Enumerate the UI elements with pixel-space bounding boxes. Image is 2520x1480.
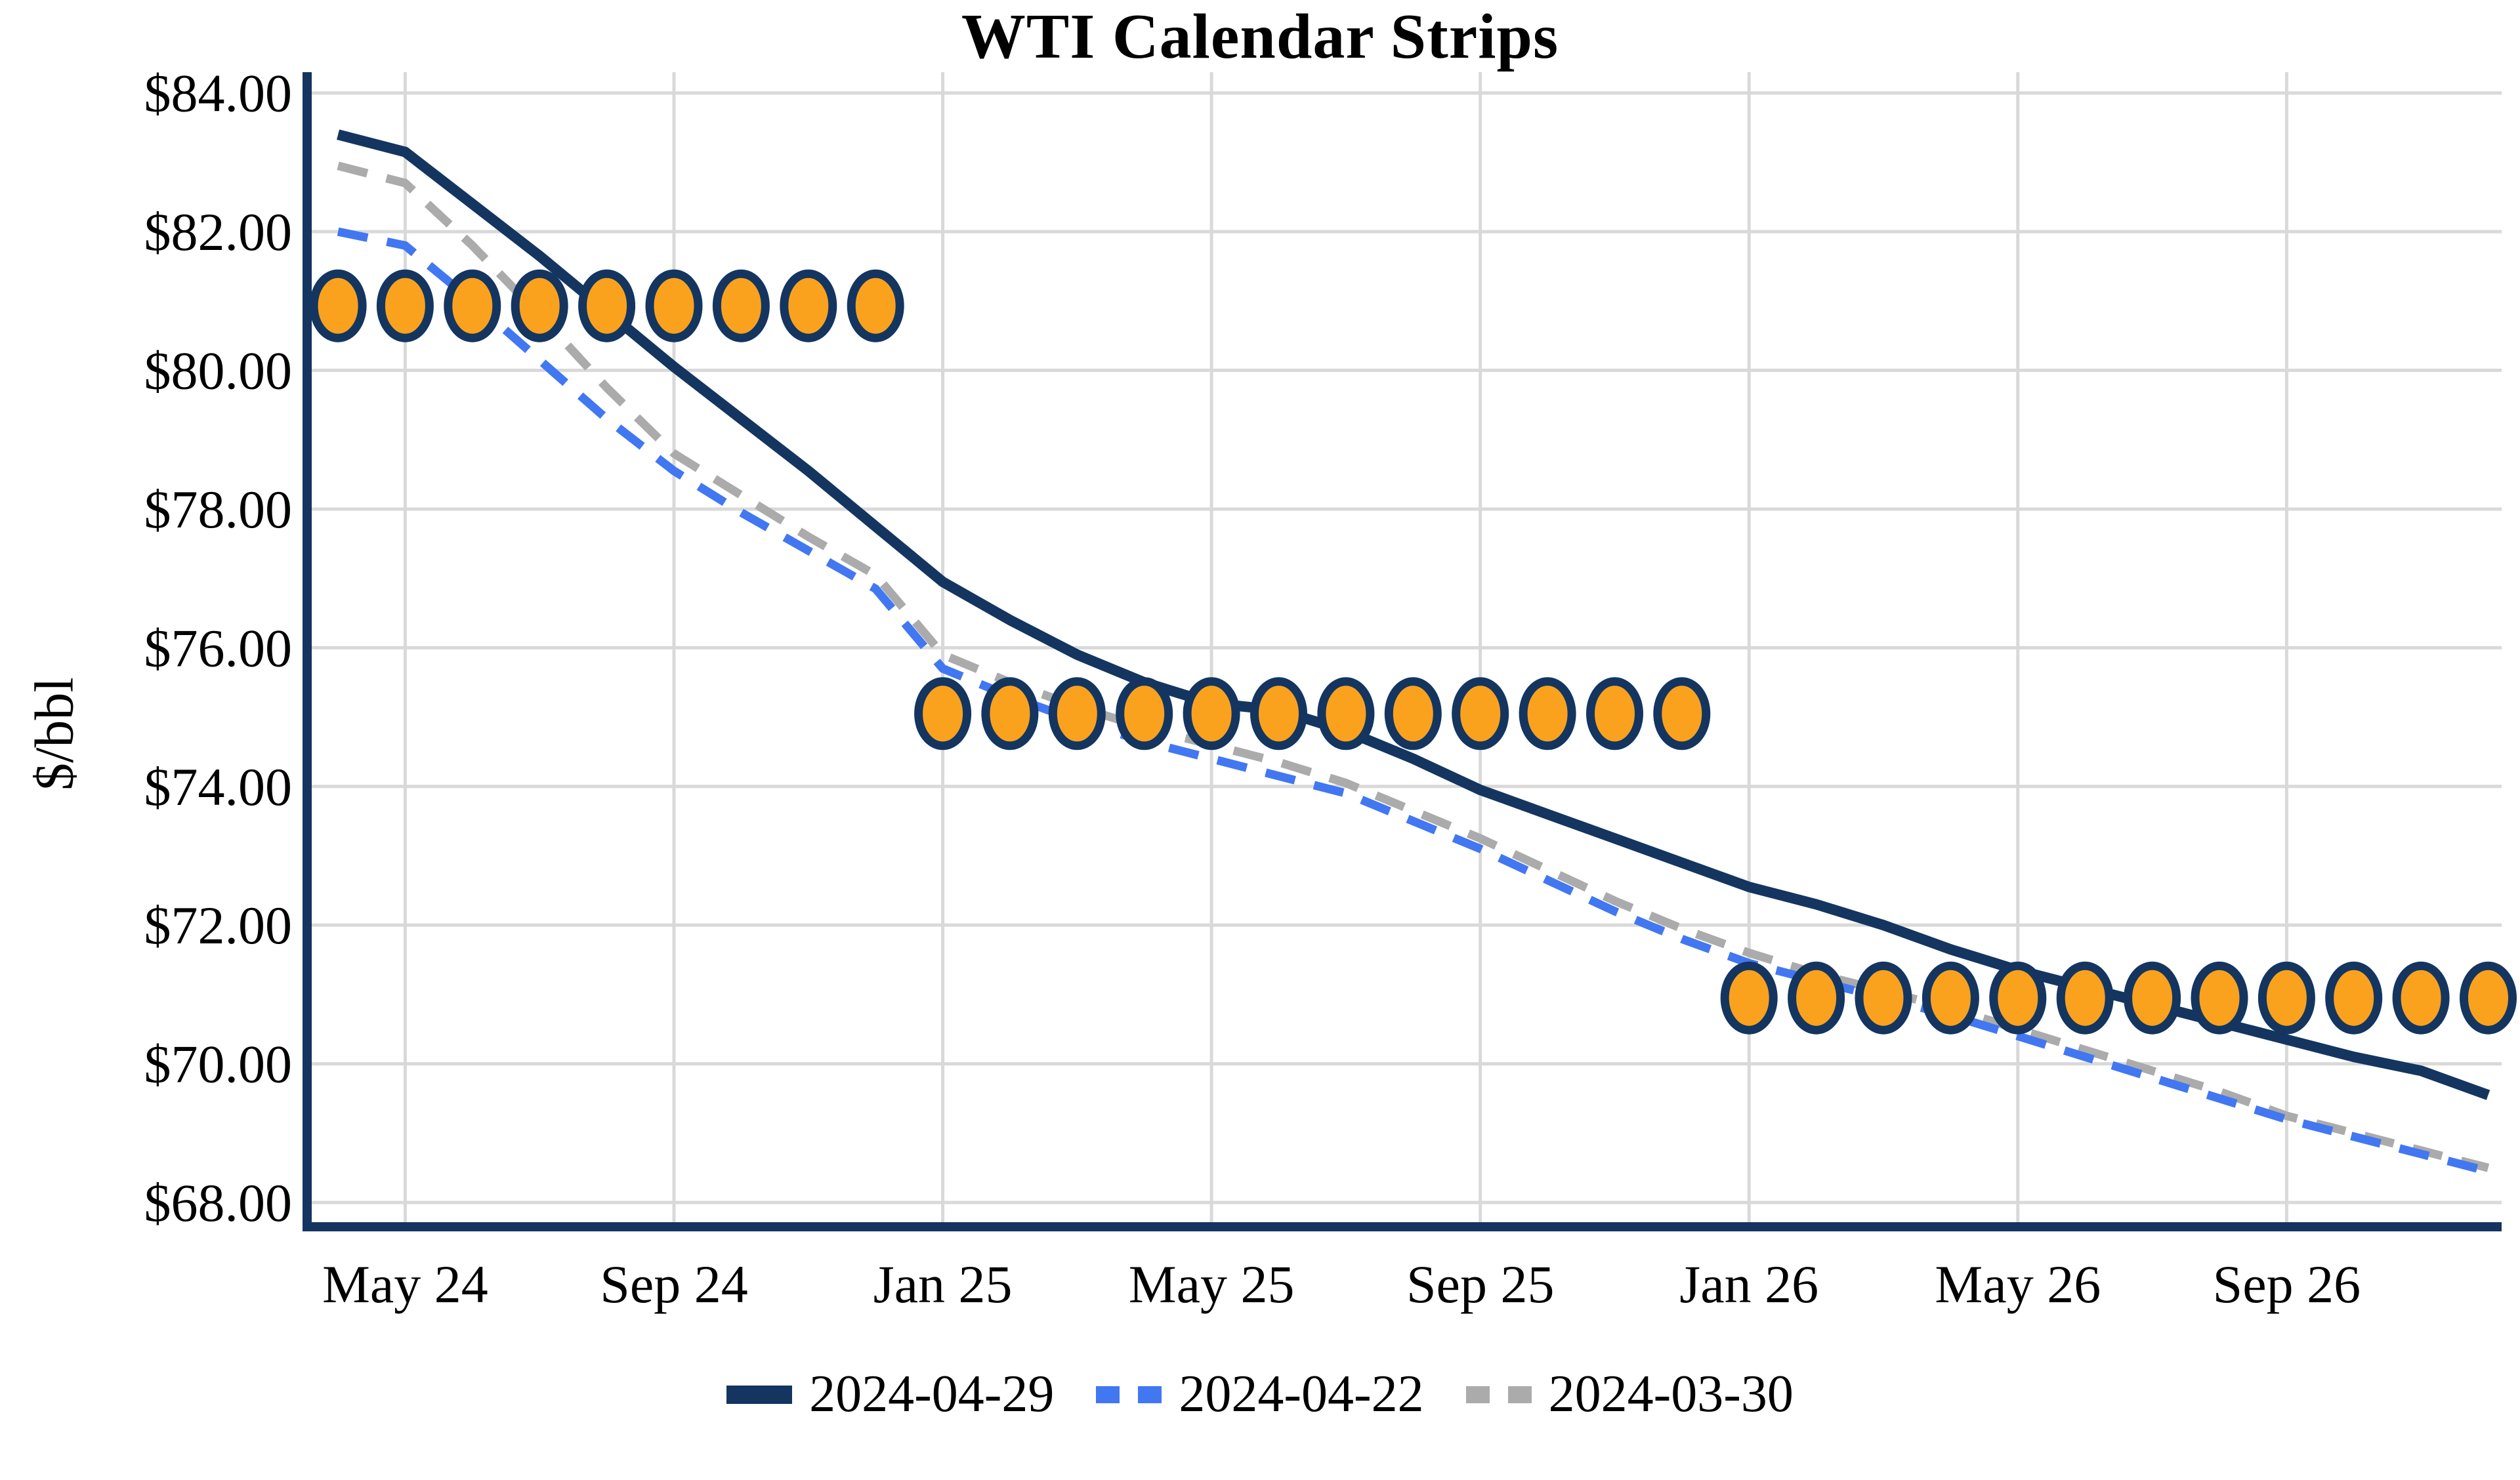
legend-label: 2024-04-29 [809, 1365, 1055, 1423]
strip-marker [645, 269, 703, 342]
chart-title: WTI Calendar Strips [961, 1, 1559, 72]
legend-label: 2024-03-30 [1548, 1365, 1794, 1423]
y-tick-label: $70.00 [144, 1035, 293, 1094]
strip-marker [2258, 961, 2315, 1035]
y-tick-label: $68.00 [144, 1173, 293, 1233]
strip-marker [2056, 961, 2114, 1035]
strip-marker [914, 677, 972, 750]
strip-marker [1384, 677, 1442, 750]
strip-marker [2325, 961, 2383, 1035]
strip-marker [2460, 961, 2517, 1035]
strip-marker [376, 269, 434, 342]
strip-marker [1788, 961, 1845, 1035]
strip-marker [847, 269, 904, 342]
strip-marker [578, 269, 636, 342]
x-tick-label: Jan 25 [873, 1254, 1013, 1314]
strip-marker [1855, 961, 1912, 1035]
legend-swatch-dashed [1096, 1386, 1162, 1403]
y-tick-label: $78.00 [144, 480, 293, 539]
strip-marker [780, 269, 837, 342]
legend-item-2024-03-30: 2024-03-30 [1465, 1365, 1794, 1424]
y-tick-label: $84.00 [144, 64, 293, 123]
strip-marker [1653, 677, 1711, 750]
strip-marker [1116, 677, 1173, 750]
legend-swatch-solid [726, 1385, 793, 1404]
y-tick-label: $80.00 [144, 341, 293, 401]
series-line-2024-03-30 [337, 161, 2490, 1172]
strip-marker [2392, 961, 2450, 1035]
strip-marker [1452, 677, 1509, 750]
legend-item-2024-04-22: 2024-04-22 [1096, 1365, 1424, 1424]
x-tick-label: May 26 [1935, 1254, 2101, 1314]
strip-marker [712, 269, 770, 342]
y-tick-label: $76.00 [144, 618, 293, 678]
strip-marker [511, 269, 568, 342]
strip-marker [1183, 677, 1240, 750]
strip-marker [2191, 961, 2248, 1035]
legend: 2024-04-29 2024-04-22 2024-03-30 [0, 1365, 2520, 1424]
y-tick-label: $72.00 [144, 895, 293, 955]
strip-marker [1519, 677, 1576, 750]
strip-marker [1922, 961, 1979, 1035]
strip-marker [1048, 677, 1106, 750]
strip-marker [1989, 961, 2047, 1035]
legend-item-2024-04-29: 2024-04-29 [726, 1365, 1054, 1424]
strip-marker [2124, 961, 2181, 1035]
strip-marker [309, 269, 367, 342]
y-tick-label: $82.00 [144, 202, 293, 262]
legend-swatch-dashed [1465, 1386, 1532, 1403]
series-line-2024-04-22 [337, 227, 2490, 1176]
strip-marker [981, 677, 1039, 750]
x-tick-label: Sep 24 [600, 1254, 748, 1314]
y-tick-label: $74.00 [144, 757, 293, 817]
legend-label: 2024-04-22 [1179, 1365, 1424, 1423]
strip-marker [444, 269, 501, 342]
strip-marker [1720, 961, 1778, 1035]
x-tick-label: May 25 [1129, 1254, 1295, 1314]
strip-marker [1317, 677, 1375, 750]
strip-marker [1250, 677, 1307, 750]
strip-marker [1586, 677, 1643, 750]
x-tick-label: Jan 26 [1679, 1254, 1818, 1314]
x-tick-label: Sep 26 [2213, 1254, 2361, 1314]
x-tick-label: Sep 25 [1406, 1254, 1555, 1314]
x-tick-label: May 24 [322, 1254, 488, 1314]
